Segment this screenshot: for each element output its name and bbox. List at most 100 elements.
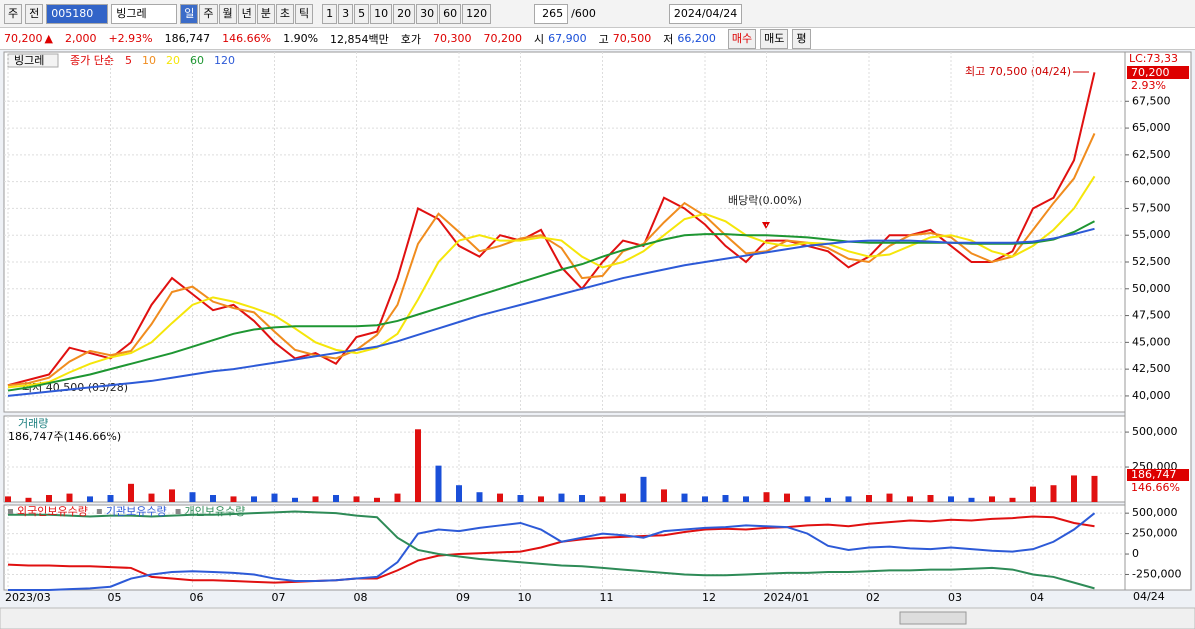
y-tick-label: 55,000 [1132, 228, 1171, 241]
prev-button[interactable]: 전 [25, 3, 44, 24]
toolbar-button[interactable]: 1 [322, 3, 338, 24]
series-line [7, 515, 1095, 584]
toolbar-button[interactable]: 3 [338, 3, 354, 24]
name-input[interactable]: 빙그레 [111, 3, 178, 24]
market-button[interactable]: 주 [4, 3, 23, 24]
volume-bar [456, 485, 462, 502]
volume-bar [866, 495, 872, 502]
interval-group: 1 3 5 10 20 30 60 120 [322, 3, 492, 24]
legend-entry: 10 [142, 54, 156, 67]
price-panel [3, 51, 1126, 413]
volume-bar [333, 495, 339, 502]
volume-bar [948, 496, 954, 502]
high: 70,500 [612, 32, 652, 45]
legend-entry: 외국인보유수량 [17, 505, 88, 518]
series-line [7, 133, 1096, 387]
volume: 186,747 [164, 32, 211, 45]
toolbar-button[interactable]: 5 [354, 3, 370, 24]
volume-bar [804, 496, 811, 502]
volume-bar [722, 495, 729, 502]
date-input[interactable]: 2024/04/24 [668, 3, 743, 24]
toolbar-button[interactable]: 월 [218, 3, 237, 24]
volume-bar [189, 492, 196, 502]
toolbar-button[interactable]: 주 [199, 3, 218, 24]
price: 70,200 [4, 32, 43, 45]
scrollbar[interactable] [0, 607, 1195, 629]
volume-bar [435, 465, 442, 502]
x-tick-label: 04 [1030, 591, 1044, 604]
x-tick-label: 2024/01 [764, 591, 810, 604]
volume-bar [702, 496, 708, 502]
count-max: /600 [571, 7, 596, 20]
change-pct: +2.93% [108, 32, 153, 45]
y-tick-label: 0 [1132, 547, 1139, 560]
avg-button[interactable]: 평 [792, 28, 811, 49]
volume-bar [1091, 475, 1098, 502]
toolbar-button[interactable]: 30 [416, 3, 439, 24]
volume-bar [989, 496, 995, 502]
holdings-panel [3, 504, 1126, 591]
toolbar-button[interactable]: 60 [439, 3, 462, 24]
toolbar-button[interactable]: 년 [237, 3, 256, 24]
sell-button[interactable]: 매도 [760, 28, 789, 49]
low-label: 저 [663, 32, 674, 46]
buy-button[interactable]: 매수 [727, 28, 757, 49]
volume-bar [25, 497, 32, 502]
chart: 빙그레 종가 단순 최고 70,500 (04/24) 최저 40,500 (0… [0, 50, 1195, 629]
ask: 70,300 [433, 32, 472, 45]
toolbar-button[interactable]: 120 [462, 3, 492, 24]
toolbar-button[interactable]: 20 [393, 3, 416, 24]
y-tick-label: 50,000 [1132, 282, 1171, 295]
legend-label: 종가 단순 [70, 54, 114, 67]
scroll-thumb[interactable] [899, 611, 967, 625]
toolbar-button[interactable]: 일 [180, 3, 199, 24]
low: 66,200 [677, 32, 716, 45]
y-tick-label: 57,500 [1132, 201, 1171, 214]
toolbar-button[interactable]: 분 [256, 3, 275, 24]
volume-bar [784, 493, 790, 502]
last-box [1127, 66, 1189, 79]
volume-bar [620, 493, 626, 502]
legend-swatch [175, 509, 181, 514]
volume-bar [538, 496, 544, 502]
x-tick-label: 06 [190, 591, 204, 604]
volume-bar [251, 496, 257, 502]
volume-bar [558, 493, 565, 502]
volume-bar [661, 489, 667, 502]
y-tick-label: 40,000 [1132, 389, 1171, 402]
volume-bar [148, 493, 155, 502]
volume-panel [3, 415, 1126, 503]
arrow: ▲ [44, 32, 53, 45]
toolbar-button[interactable]: 10 [370, 3, 393, 24]
open: 67,900 [548, 32, 587, 45]
x-tick-label: 07 [272, 591, 286, 604]
code-input[interactable]: 005180 [46, 3, 109, 24]
volume-bar [374, 497, 380, 502]
bid: 70,200 [483, 32, 523, 45]
series-line [8, 510, 1095, 590]
y-tick-label: 60,000 [1132, 175, 1171, 188]
volume-subtitle: 186,747주(146.66%) [8, 430, 121, 443]
toolbar-button[interactable]: 틱 [295, 3, 314, 24]
volume-bar [353, 496, 360, 502]
high-annotation: 최고 70,500 (04/24) [965, 65, 1071, 78]
lc-label: LC:73,33 [1129, 52, 1178, 65]
x-tick-label: 12 [702, 591, 716, 604]
volume-bar [845, 496, 852, 502]
toolbar-button[interactable]: 초 [275, 3, 294, 24]
legend-swatch [96, 509, 102, 514]
volume-title: 거래량 [18, 417, 48, 430]
high-label: 고 [598, 32, 609, 46]
volume-bar [476, 492, 483, 502]
volume-bar [927, 495, 934, 502]
turnover: 1.90% [283, 32, 319, 45]
right-axis [1124, 51, 1192, 591]
count-input[interactable]: 265 [534, 3, 569, 24]
last-price: 70,200 [1131, 66, 1170, 79]
volume-bar [271, 493, 278, 502]
y-tick-label: 52,500 [1132, 255, 1171, 268]
y-tick-label: 250,000 [1132, 527, 1178, 540]
last-volume: 186,747 [1131, 468, 1177, 481]
volume-bar [599, 496, 606, 502]
volume-bar [87, 496, 93, 502]
